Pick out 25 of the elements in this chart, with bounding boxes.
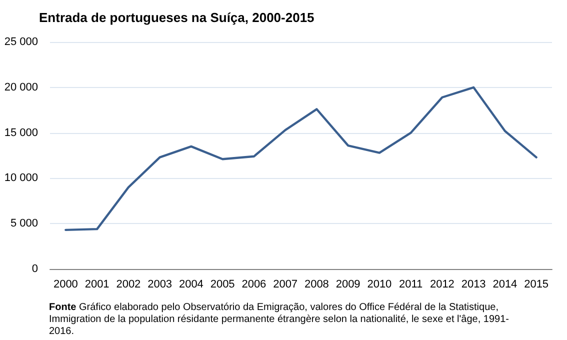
x-tick-label: 2006 xyxy=(242,278,266,290)
x-tick-label: 2012 xyxy=(430,278,454,290)
source-note: Fonte Gráfico elaborado pelo Observatório da Emigração, valores do Office Fédéral de la Statistique, Immigration de la population résidante permanente étrangère selon la nationalité, le sexe et l'âge, 1991-2016. xyxy=(49,302,510,338)
y-tick-label: 25 000 xyxy=(4,36,38,48)
line-series xyxy=(64,86,538,232)
y-tick-label: 0 xyxy=(32,263,38,275)
x-tick-label: 2010 xyxy=(367,278,392,290)
y-tick-label: 5 000 xyxy=(10,218,38,230)
x-tick-label: 2007 xyxy=(273,278,298,290)
x-tick-label: 2005 xyxy=(210,278,235,290)
x-tick-label: 2001 xyxy=(84,278,110,290)
x-tick-label: 2008 xyxy=(304,278,329,290)
y-tick-label: 20 000 xyxy=(4,81,38,94)
x-tick-label: 2009 xyxy=(336,278,360,290)
x-tick-label: 2002 xyxy=(116,278,141,290)
x-tick-label: 2003 xyxy=(148,278,172,290)
chart-title: Entrada de portugueses na Suíça, 2000-2015 xyxy=(39,10,314,25)
y-tick-label: 10 000 xyxy=(4,172,38,184)
x-tick-label: 2004 xyxy=(178,278,204,290)
y-tick-label: 15 000 xyxy=(4,126,38,139)
x-tick-label: 2014 xyxy=(492,278,518,290)
x-tick-label: 2015 xyxy=(524,278,549,290)
x-tick-label: 2013 xyxy=(461,278,486,290)
x-tick-label: 2000 xyxy=(53,278,78,290)
x-tick-label: 2011 xyxy=(398,278,423,290)
